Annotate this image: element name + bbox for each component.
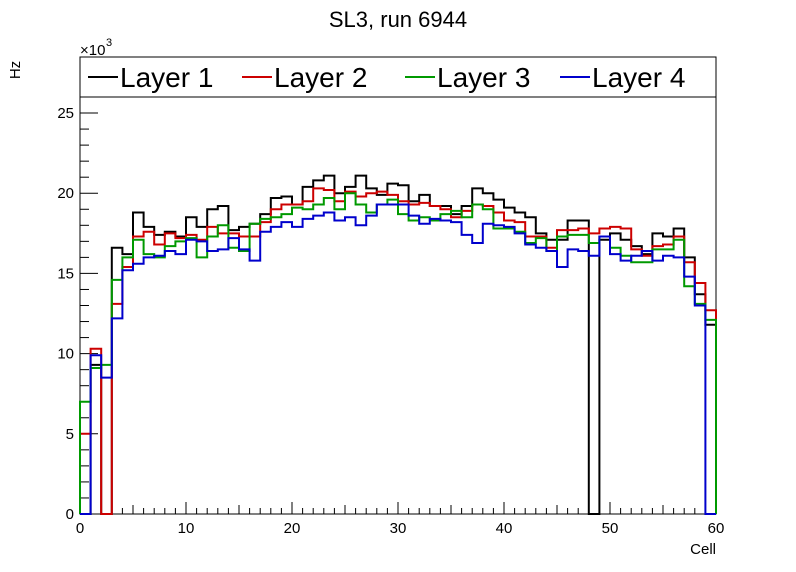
chart-title: SL3, run 6944 — [329, 7, 467, 32]
series-line-layer-4 — [80, 203, 716, 515]
y-tick-label: 25 — [57, 105, 74, 122]
y-axis-label: Hz — [7, 61, 24, 79]
legend-label-layer-3: Layer 3 — [437, 62, 530, 93]
y-tick-label: 20 — [57, 185, 74, 202]
y-tick-label: 10 — [57, 346, 74, 363]
x-tick-label: 40 — [496, 520, 513, 537]
series-group — [79, 174, 717, 515]
x-tick-label: 20 — [284, 520, 301, 537]
y-tick-label: 15 — [57, 265, 74, 282]
series-line-layer-1 — [80, 174, 717, 515]
x-tick-label: 10 — [178, 520, 195, 537]
legend: Layer 1 Layer 2 Layer 3 Layer 4 — [79, 56, 717, 98]
y-tick-label: 0 — [66, 506, 74, 523]
legend-label-layer-2: Layer 2 — [274, 62, 367, 93]
legend-box — [79, 56, 717, 98]
x-axis-label: Cell — [690, 541, 716, 558]
legend-label-layer-4: Layer 4 — [592, 62, 685, 93]
x-tick-label: 0 — [76, 520, 84, 537]
legend-label-layer-1: Layer 1 — [120, 62, 213, 93]
series-line-layer-3 — [79, 192, 717, 514]
x-tick-label: 60 — [708, 520, 725, 537]
x-tick-label: 30 — [390, 520, 407, 537]
axis-ticks: 0 10 20 30 40 50 60 0 5 10 15 20 25 — [57, 96, 725, 537]
plot-frame — [79, 96, 717, 515]
y-axis-multiplier-exponent: 3 — [106, 37, 112, 49]
x-tick-label: 50 — [602, 520, 619, 537]
y-tick-label: 5 — [66, 426, 74, 443]
y-axis-multiplier: ×10 — [80, 42, 105, 59]
